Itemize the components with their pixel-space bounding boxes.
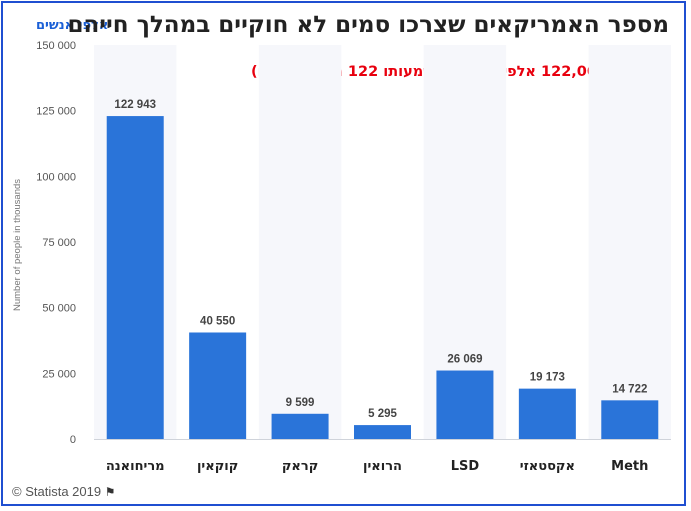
bar-value-label: 40 550 [200, 315, 235, 327]
x-tick-label: LSD [451, 459, 480, 474]
flag-icon[interactable]: ⚑ [104, 485, 116, 499]
y-tick-label: 75 000 [42, 237, 76, 249]
bar [518, 388, 576, 439]
column-band [258, 45, 342, 439]
bar-value-label: 19 173 [530, 372, 565, 384]
x-tick-label: הרואין [363, 459, 402, 474]
bar-value-label: 26 069 [447, 354, 482, 366]
bar-value-label: 14 722 [612, 383, 647, 395]
x-tick-label: מריחואנה [106, 459, 165, 474]
bar-value-label: 9 599 [286, 397, 315, 409]
y-tick-label: 0 [70, 434, 76, 446]
chart-title: מספר האמריקאים שצרכו סמים לא חוקיים במהל… [67, 12, 669, 38]
x-tick-label: אקסטאזי [520, 459, 575, 474]
x-tick-label: קוקאין [197, 459, 238, 474]
bar [271, 413, 329, 439]
y-tick-label: 25 000 [42, 368, 76, 380]
y-tick-label: 150 000 [36, 40, 76, 52]
y-tick-label: 100 000 [36, 171, 76, 183]
statista-credit[interactable]: © Statista 2019 [12, 484, 102, 499]
bar [106, 116, 164, 440]
bar [601, 400, 659, 439]
x-tick-label: קראק [282, 459, 318, 474]
bar [189, 332, 247, 439]
bar [354, 425, 411, 439]
bar-value-label: 5 295 [368, 408, 397, 420]
column-band [588, 45, 671, 439]
x-tick-label: Meth [611, 459, 648, 474]
footer: © Statista 2019 ⚑ [12, 484, 115, 499]
bar [436, 370, 494, 439]
y-tick-label: 125 000 [36, 106, 76, 118]
y-tick-label: 50 000 [42, 303, 76, 315]
bar-value-label: 122 943 [114, 99, 156, 111]
unit-label: אלפי אנשים [36, 18, 109, 33]
